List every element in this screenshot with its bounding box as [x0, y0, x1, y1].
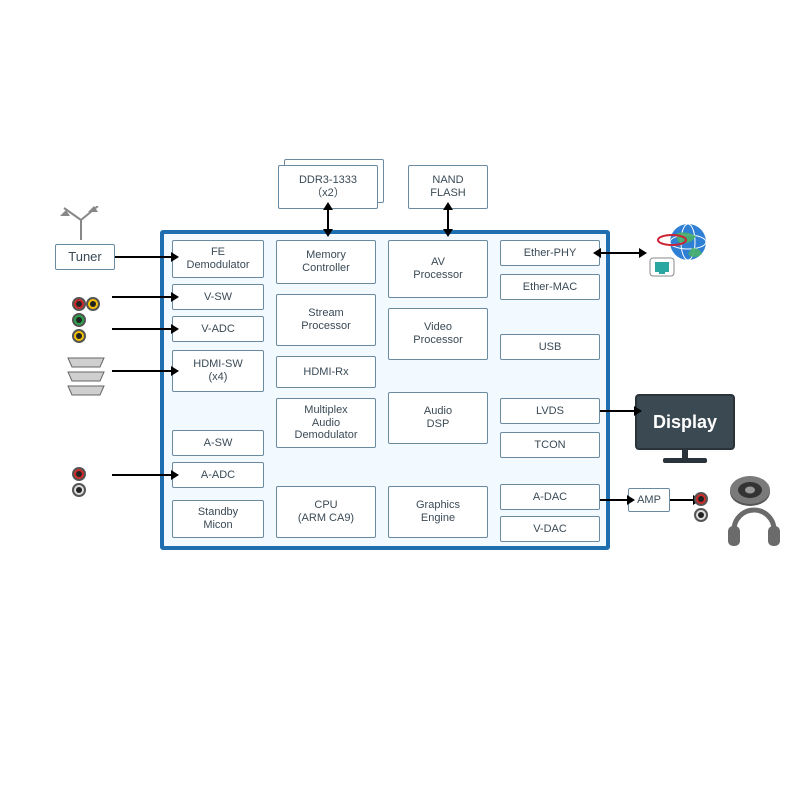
col4-ephy: Ether-PHY	[500, 240, 600, 266]
col2-madem: MultiplexAudioDemodulator	[276, 398, 376, 448]
col4-tcon: TCON	[500, 432, 600, 458]
col1-vadc: V-ADC	[172, 316, 264, 342]
col2-hdmirx: HDMI-Rx	[276, 356, 376, 388]
tuner-box: Tuner	[55, 244, 115, 270]
col2-cpu: CPU(ARM CA9)	[276, 486, 376, 538]
col1-vsw: V-SW	[172, 284, 264, 310]
col3-adsp: AudioDSP	[388, 392, 488, 444]
col3-av: AVProcessor	[388, 240, 488, 298]
col4-adac: A-DAC	[500, 484, 600, 510]
col4-vdac: V-DAC	[500, 516, 600, 542]
col1-aadc: A-ADC	[172, 462, 264, 488]
col4-usb: USB	[500, 334, 600, 360]
hdmi-icon	[66, 384, 106, 403]
network-icon	[648, 222, 718, 283]
block-diagram: DDR3-1333（x2）NANDFLASHTunerAMPDisplayFED…	[0, 0, 800, 800]
col1-hdmisw: HDMI-SW(x4)	[172, 350, 264, 392]
col1-standby: StandbyMicon	[172, 500, 264, 538]
col2-memctl: MemoryController	[276, 240, 376, 284]
col1-asw: A-SW	[172, 430, 264, 456]
display: Display	[635, 394, 735, 450]
col4-lvds: LVDS	[500, 398, 600, 424]
col4-emac: Ether-MAC	[500, 274, 600, 300]
antenna-icon	[56, 206, 106, 247]
col1-fe: FEDemodulator	[172, 240, 264, 278]
audio-out-icon	[720, 466, 790, 561]
col3-gfx: GraphicsEngine	[388, 486, 488, 538]
col3-video: VideoProcessor	[388, 308, 488, 360]
col2-stream: StreamProcessor	[276, 294, 376, 346]
